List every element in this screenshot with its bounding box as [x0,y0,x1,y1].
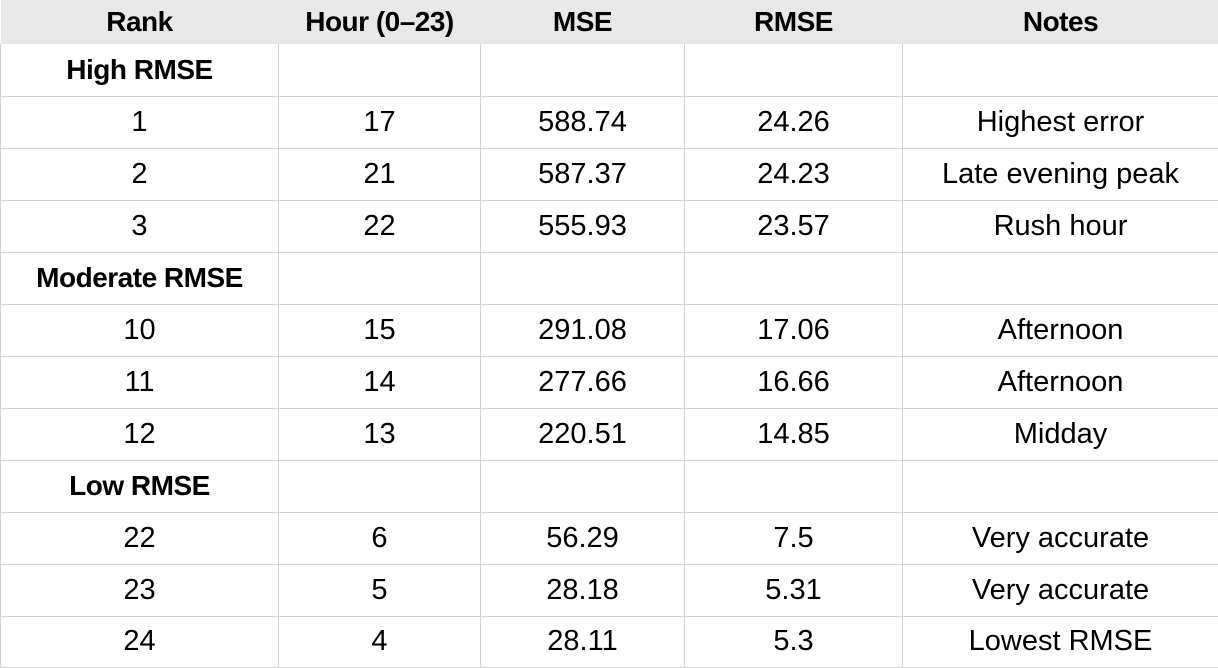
cell-mse: 277.66 [481,356,685,408]
cell-rmse: 5.3 [685,616,903,667]
cell-rank: 3 [1,200,279,252]
cell-rmse: 14.85 [685,408,903,460]
cell-rank: 2 [1,148,279,200]
group-row-high: High RMSE [1,44,1218,96]
cell-rank: 10 [1,304,279,356]
cell-rmse: 16.66 [685,356,903,408]
cell-rank: 22 [1,512,279,564]
table-row: 12 13 220.51 14.85 Midday [1,408,1218,460]
cell-hour: 4 [279,616,481,667]
header-notes: Notes [903,0,1218,44]
cell-rank: 1 [1,96,279,148]
cell-hour: 6 [279,512,481,564]
group-label: Low RMSE [1,460,279,512]
cell-mse: 588.74 [481,96,685,148]
cell-notes: Very accurate [903,564,1218,616]
empty-cell [685,252,903,304]
empty-cell [279,44,481,96]
cell-hour: 14 [279,356,481,408]
cell-rmse: 24.26 [685,96,903,148]
header-mse: MSE [481,0,685,44]
cell-rmse: 7.5 [685,512,903,564]
header-rank: Rank [1,0,279,44]
cell-hour: 15 [279,304,481,356]
table-row: 11 14 277.66 16.66 Afternoon [1,356,1218,408]
table-row: 24 4 28.11 5.3 Lowest RMSE [1,616,1218,667]
cell-hour: 22 [279,200,481,252]
cell-hour: 17 [279,96,481,148]
empty-cell [903,460,1218,512]
group-row-low: Low RMSE [1,460,1218,512]
cell-rmse: 5.31 [685,564,903,616]
empty-cell [903,252,1218,304]
cell-notes: Afternoon [903,356,1218,408]
cell-rank: 11 [1,356,279,408]
cell-rank: 23 [1,564,279,616]
cell-mse: 291.08 [481,304,685,356]
cell-notes: Afternoon [903,304,1218,356]
empty-cell [685,44,903,96]
group-row-moderate: Moderate RMSE [1,252,1218,304]
cell-notes: Late evening peak [903,148,1218,200]
table-row: 1 17 588.74 24.26 Highest error [1,96,1218,148]
cell-mse: 28.18 [481,564,685,616]
table-row: 22 6 56.29 7.5 Very accurate [1,512,1218,564]
header-row: Rank Hour (0–23) MSE RMSE Notes [1,0,1218,44]
table-row: 10 15 291.08 17.06 Afternoon [1,304,1218,356]
cell-notes: Very accurate [903,512,1218,564]
empty-cell [279,460,481,512]
empty-cell [685,460,903,512]
cell-notes: Lowest RMSE [903,616,1218,667]
cell-rank: 12 [1,408,279,460]
cell-mse: 555.93 [481,200,685,252]
cell-notes: Midday [903,408,1218,460]
header-hour: Hour (0–23) [279,0,481,44]
cell-rmse: 24.23 [685,148,903,200]
cell-notes: Rush hour [903,200,1218,252]
empty-cell [481,460,685,512]
empty-cell [481,252,685,304]
table-row: 2 21 587.37 24.23 Late evening peak [1,148,1218,200]
cell-mse: 56.29 [481,512,685,564]
cell-notes: Highest error [903,96,1218,148]
cell-mse: 28.11 [481,616,685,667]
group-label: Moderate RMSE [1,252,279,304]
cell-mse: 220.51 [481,408,685,460]
empty-cell [279,252,481,304]
cell-rmse: 23.57 [685,200,903,252]
empty-cell [903,44,1218,96]
table-row: 3 22 555.93 23.57 Rush hour [1,200,1218,252]
cell-rank: 24 [1,616,279,667]
cell-hour: 13 [279,408,481,460]
cell-rmse: 17.06 [685,304,903,356]
table-row: 23 5 28.18 5.31 Very accurate [1,564,1218,616]
empty-cell [481,44,685,96]
cell-hour: 5 [279,564,481,616]
cell-hour: 21 [279,148,481,200]
group-label: High RMSE [1,44,279,96]
cell-mse: 587.37 [481,148,685,200]
header-rmse: RMSE [685,0,903,44]
